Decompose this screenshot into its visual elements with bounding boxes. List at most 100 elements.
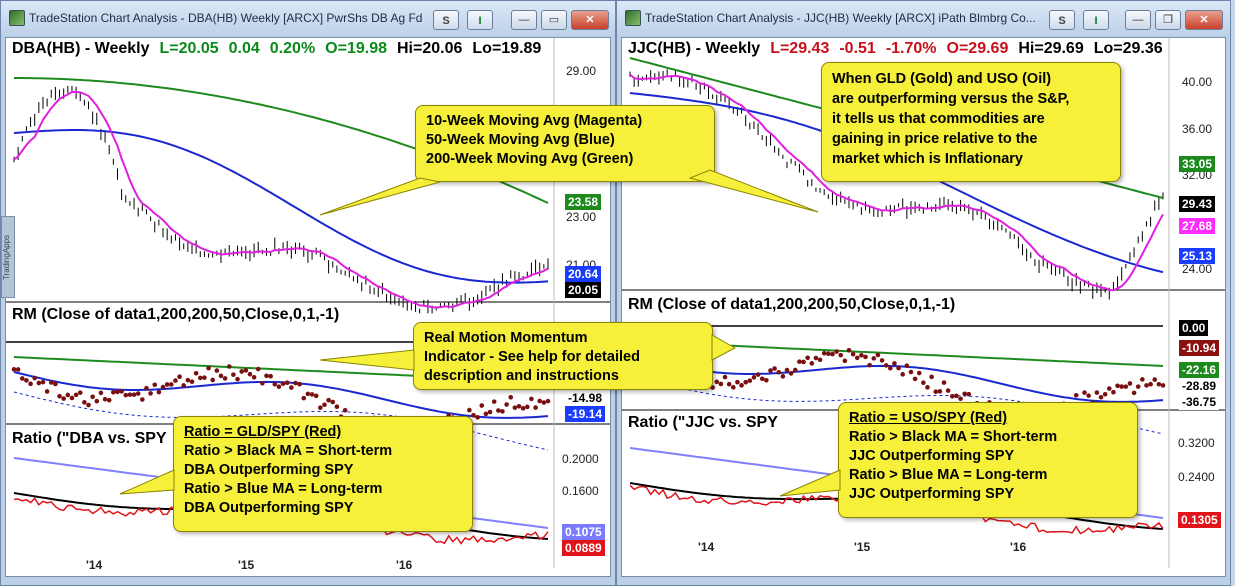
rm-dot (160, 384, 166, 390)
jjc-ratio-callout: Ratio = USO/SPY (Red) Ratio > Black MA =… (838, 402, 1138, 518)
rm-dot (487, 409, 493, 415)
rm-dot (826, 351, 831, 357)
rm-dot (888, 365, 893, 371)
rm-dot (202, 375, 207, 380)
rm-dot (44, 389, 50, 394)
rm-dot (197, 375, 203, 381)
rm-dot (962, 391, 967, 397)
rm-dot (912, 376, 918, 382)
rm-dot (516, 403, 522, 409)
rm-dot (496, 408, 501, 413)
net-change: -0.51 (839, 40, 876, 57)
rm-dot (65, 392, 71, 398)
indicator-dropdown-button[interactable]: I (467, 10, 493, 30)
rm-dot (735, 379, 740, 385)
left-chart-canvas[interactable] (6, 38, 611, 577)
rm-dot (780, 374, 786, 379)
inflation-callout: When GLD (Gold) and USO (Oil) are outper… (821, 62, 1121, 182)
rm-dot (260, 381, 265, 386)
styles-dropdown-button[interactable]: S (1049, 10, 1075, 30)
rm-dot (243, 368, 249, 373)
rm-dot (1115, 383, 1120, 389)
rm-dot (1106, 386, 1112, 391)
ma200-price-tag: 33.05 (1179, 156, 1216, 172)
rm-dot (181, 383, 187, 388)
rm-dot (53, 381, 58, 387)
last-price-tag: 20.05 (565, 282, 602, 298)
moving-average-callout: 10-Week Moving Avg (Magenta) 50-Week Mov… (415, 105, 715, 182)
left-titlebar[interactable]: TradeStation Chart Analysis - DBA(HB) We… (1, 1, 615, 37)
rm-dot (529, 396, 534, 402)
ratio-tag: 0.0889 (562, 540, 605, 556)
rm-dot (32, 375, 37, 381)
rm-dot (36, 380, 42, 386)
indicator-dropdown-button[interactable]: I (1083, 10, 1109, 30)
rm-dot (189, 379, 195, 385)
rm-dot (921, 380, 926, 386)
rm-dot (301, 395, 307, 401)
close-button[interactable]: ✕ (571, 10, 609, 30)
rm-dot (77, 390, 83, 395)
maximize-button[interactable]: ▭ (541, 10, 567, 30)
rm-dot (525, 404, 530, 410)
rm-dot (966, 391, 972, 397)
price-axis-label: 24.00 (1182, 262, 1213, 276)
rm-dot (309, 392, 315, 397)
rm-dot (185, 377, 191, 383)
tradingapps-side-tab[interactable]: TradingApps (1, 216, 15, 298)
rm-dot (933, 389, 939, 395)
rm-tag: 0.00 (1179, 320, 1209, 336)
rm-dot (722, 374, 728, 380)
rm-dot (537, 398, 543, 404)
rm-dot (875, 352, 881, 358)
right-titlebar[interactable]: TradeStation Chart Analysis - JJC(HB) We… (617, 1, 1230, 37)
styles-dropdown-button[interactable]: S (433, 10, 459, 30)
rm-dot (491, 399, 497, 404)
rm-dot (148, 391, 153, 396)
rm-dot (177, 374, 182, 380)
rm-dot (144, 385, 149, 391)
rm-dot (247, 371, 253, 377)
rm-tag: -10.94 (1179, 340, 1220, 356)
rm-dot (28, 381, 33, 387)
rm-dot (764, 377, 769, 383)
tradestation-app-icon (9, 10, 25, 26)
rm-dot (467, 407, 472, 413)
rm-dot (896, 365, 901, 371)
open-price: O=29.69 (946, 40, 1009, 57)
rm-dot (1144, 383, 1149, 388)
rm-dot (792, 367, 798, 373)
ma10-line (629, 73, 1164, 292)
rm-dot (255, 366, 261, 372)
minimize-button[interactable]: — (511, 10, 537, 30)
rm-dot (871, 356, 877, 361)
rm-dot (545, 398, 551, 404)
rm-dot (1119, 384, 1124, 389)
close-button[interactable]: ✕ (1185, 10, 1223, 30)
rm-dot (854, 355, 860, 361)
rm-dot (755, 372, 761, 377)
rm-dot (169, 382, 174, 387)
rm-dot (57, 393, 62, 399)
rm-dot (1152, 377, 1158, 382)
rm-tag: -28.89 (1179, 378, 1220, 394)
ratio-axis-label: 0.1600 (562, 484, 599, 498)
ratio-indicator-label: Ratio ("JJC vs. SPY (628, 414, 778, 431)
rm-band-line (13, 391, 549, 451)
rm-ma-line (629, 355, 1164, 403)
net-change: 0.04 (228, 40, 260, 57)
minimize-button[interactable]: — (1125, 10, 1151, 30)
rm-indicator-label: RM (Close of data1,200,200,50,Close,0,1,… (628, 296, 956, 313)
date-axis-label: '16 (396, 558, 413, 572)
rm-dot (916, 370, 922, 376)
rm-dot (268, 373, 273, 379)
restore-button[interactable]: ❐ (1155, 10, 1181, 30)
low-price: Lo=29.36 (1093, 40, 1163, 57)
rm-dot (280, 381, 286, 386)
rm-dot (330, 399, 336, 405)
rm-dot (925, 385, 930, 390)
rm-dot (718, 381, 724, 387)
rm-dot (512, 405, 518, 410)
ma50-line (13, 129, 549, 284)
rm-dot (941, 380, 947, 385)
